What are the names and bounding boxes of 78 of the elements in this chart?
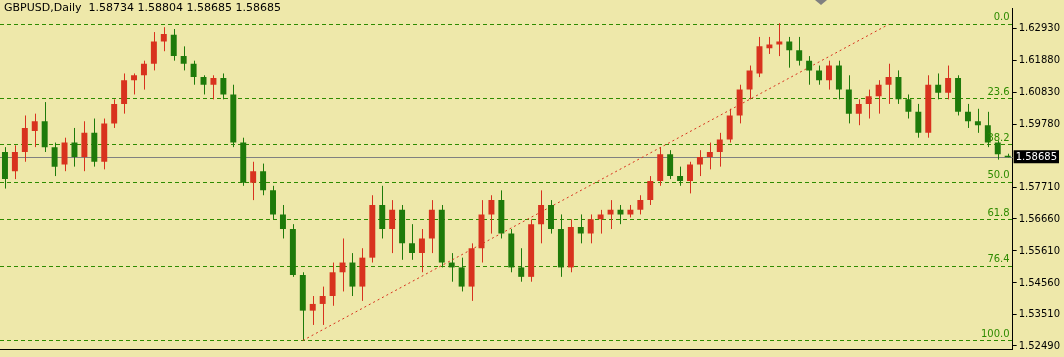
candlestick bbox=[319, 286, 326, 326]
candlestick bbox=[915, 103, 922, 139]
y-tick-label: 1.60830 bbox=[1018, 85, 1061, 97]
annotation: 23.6 bbox=[987, 85, 1010, 97]
candlestick bbox=[538, 189, 545, 244]
y-tick-label: 1.59780 bbox=[1018, 117, 1061, 129]
candlestick bbox=[964, 103, 971, 129]
y-tick-label: 1.57710 bbox=[1018, 180, 1061, 192]
candlestick bbox=[885, 63, 892, 105]
y-tick-label: 1.55610 bbox=[1018, 244, 1061, 256]
candlestick bbox=[170, 28, 177, 62]
candlestick bbox=[945, 65, 952, 100]
candlestick bbox=[895, 69, 902, 105]
candlestick bbox=[210, 74, 217, 100]
candlestick bbox=[776, 22, 783, 57]
candlestick bbox=[935, 72, 942, 100]
candlestick bbox=[865, 89, 872, 120]
candlestick bbox=[200, 74, 207, 95]
y-tick-label: 1.52490 bbox=[1018, 339, 1061, 351]
candlestick bbox=[647, 175, 654, 206]
y-tick-label: 1.62930 bbox=[1018, 21, 1061, 33]
candlestick bbox=[220, 72, 227, 100]
candlestick bbox=[716, 132, 723, 168]
candlestick bbox=[597, 209, 604, 235]
candlestick bbox=[121, 72, 128, 115]
candlestick bbox=[677, 166, 684, 187]
candlestick bbox=[51, 142, 58, 177]
annotation: 100.0 bbox=[981, 327, 1010, 339]
candlestick bbox=[488, 194, 495, 235]
candlestick bbox=[806, 55, 813, 86]
candlestick bbox=[279, 204, 286, 239]
candlestick bbox=[826, 60, 832, 91]
candlestick bbox=[140, 60, 147, 91]
candlestick bbox=[111, 98, 118, 129]
candlestick bbox=[994, 139, 1001, 161]
ref-line-label: 1.58685 bbox=[1015, 150, 1058, 162]
annotation: 61.8 bbox=[987, 206, 1010, 218]
y-tick-label: 1.56660 bbox=[1018, 212, 1061, 224]
candlestick bbox=[190, 60, 197, 86]
candlestick bbox=[706, 142, 713, 170]
candlestick bbox=[150, 31, 157, 71]
candlestick bbox=[587, 213, 594, 244]
candlestick bbox=[309, 295, 316, 326]
candlestick bbox=[131, 72, 138, 95]
candlestick bbox=[329, 262, 336, 307]
candlestick bbox=[31, 113, 38, 148]
candlestick bbox=[875, 79, 882, 115]
annotation: 50.0 bbox=[987, 169, 1010, 181]
candlestick bbox=[786, 36, 793, 69]
candlestick bbox=[61, 137, 68, 172]
y-tick-label: 1.61880 bbox=[1018, 53, 1061, 65]
candlestick bbox=[180, 45, 187, 71]
candlestick bbox=[389, 199, 396, 254]
y-tick-label: 1.53510 bbox=[1018, 308, 1061, 320]
candlestick bbox=[11, 144, 18, 180]
chart-title: GBPUSD,Daily 1.58734 1.58804 1.58685 1.58685 bbox=[4, 1, 281, 14]
candlestick bbox=[974, 108, 981, 134]
candlestick bbox=[518, 247, 525, 283]
candlestick bbox=[260, 163, 267, 196]
candlestick bbox=[667, 149, 674, 180]
candlestick bbox=[577, 213, 584, 244]
candlestick bbox=[71, 127, 78, 168]
candlestick bbox=[905, 93, 912, 120]
candlestick bbox=[855, 98, 862, 126]
candlestick bbox=[458, 257, 465, 292]
candlestick bbox=[418, 228, 425, 273]
candlestick bbox=[409, 223, 415, 261]
y-tick-label: 1.54560 bbox=[1018, 276, 1061, 288]
candlestick bbox=[687, 161, 693, 194]
candlestick bbox=[696, 149, 703, 177]
annotation: 0.0 bbox=[993, 11, 1010, 23]
annotation: 76.4 bbox=[987, 253, 1010, 265]
candlestick bbox=[160, 26, 167, 52]
candlestick bbox=[796, 36, 803, 67]
candlestick bbox=[816, 65, 823, 86]
candlestick bbox=[746, 65, 753, 100]
candlestick bbox=[250, 161, 257, 201]
candlestick bbox=[637, 194, 644, 215]
